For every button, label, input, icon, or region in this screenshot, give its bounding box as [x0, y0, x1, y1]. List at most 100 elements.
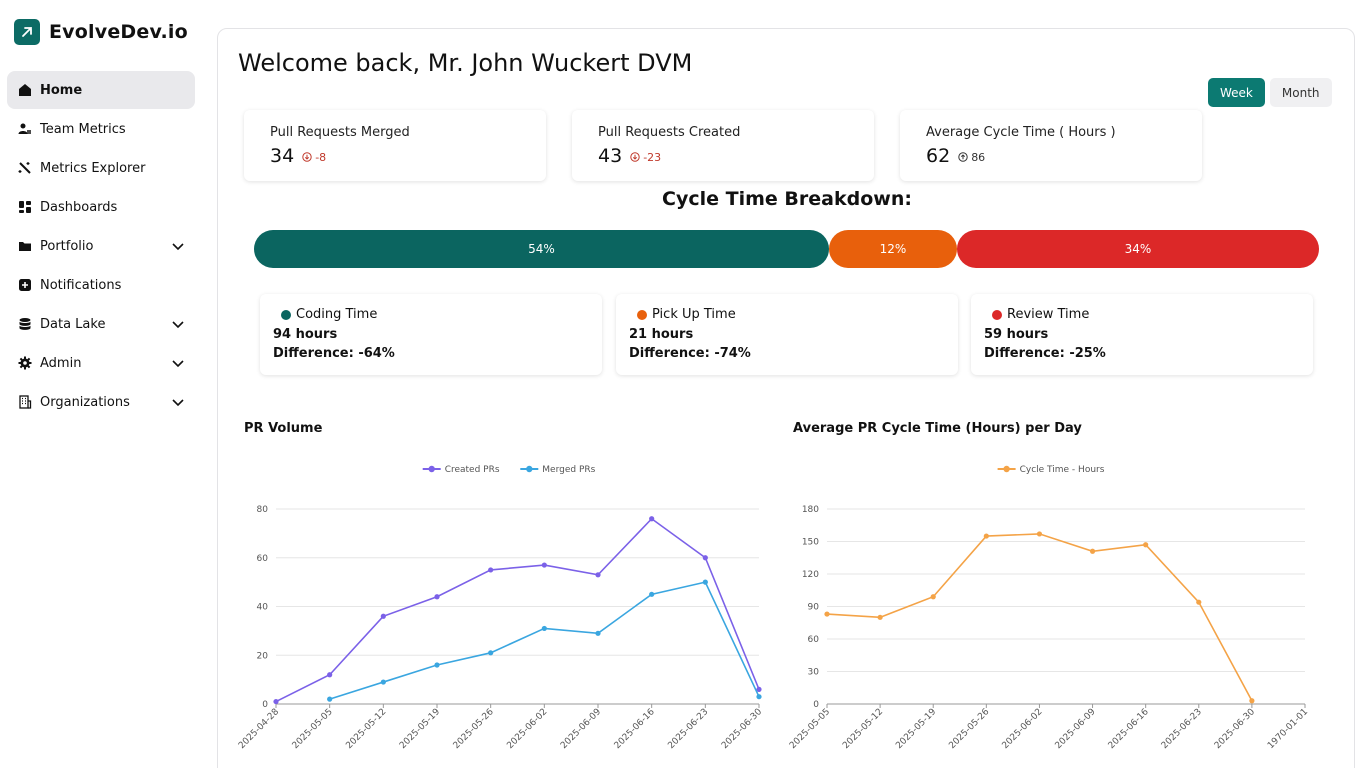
breakdown-card-diff: Difference: -25% — [984, 346, 1106, 361]
sidebar-item-home[interactable]: Home — [7, 71, 195, 109]
team-icon — [18, 122, 32, 136]
chevron-down-icon[interactable] — [171, 395, 185, 409]
data-point — [824, 611, 830, 617]
week-button[interactable]: Week — [1208, 78, 1265, 107]
data-point — [488, 650, 494, 656]
series-line — [826, 533, 1253, 702]
arrow-down-circle-icon — [630, 152, 640, 162]
sidebar-item-data-lake[interactable]: Data Lake — [7, 305, 195, 343]
data-point — [649, 591, 655, 597]
breakdown-card-pickup: Pick Up Time 21 hours Difference: -74% — [616, 294, 958, 375]
data-point — [273, 698, 279, 705]
sidebar-item-admin[interactable]: Admin — [7, 344, 195, 382]
x-tick-label: 2025-04-28 — [238, 707, 281, 751]
sidebar-item-notifications[interactable]: Notifications — [7, 266, 195, 304]
main-panel: Welcome back, Mr. John Wuckert DVM Week … — [217, 28, 1355, 768]
chart-title-cycle-time: Average PR Cycle Time (Hours) per Day — [793, 421, 1082, 436]
sidebar-item-metrics-explorer[interactable]: Metrics Explorer — [7, 149, 195, 187]
sidebar-item-label: Home — [40, 82, 83, 98]
data-point — [380, 679, 386, 685]
stat-delta: -8 — [302, 151, 326, 164]
x-tick-label: 2025-05-05 — [788, 707, 832, 751]
chevron-down-icon[interactable] — [171, 239, 185, 253]
brand[interactable]: EvolveDev.io — [14, 19, 188, 45]
x-tick-label: 2025-06-02 — [505, 707, 549, 751]
x-tick-label: 2025-06-09 — [559, 707, 603, 751]
x-tick-label: 2025-05-19 — [894, 707, 938, 751]
bar-segment-review: 34% — [957, 230, 1319, 268]
stat-label: Average Cycle Time ( Hours ) — [926, 125, 1116, 140]
stat-delta: 86 — [958, 151, 985, 164]
data-point — [1143, 542, 1149, 548]
database-icon — [18, 317, 32, 331]
legend-label: Created PRs — [445, 465, 500, 475]
breakdown-card-review: Review Time 59 hours Difference: -25% — [971, 294, 1313, 375]
data-point — [1196, 599, 1202, 605]
data-point — [1036, 531, 1043, 537]
data-point — [541, 625, 547, 632]
y-tick-label: 60 — [257, 554, 269, 564]
data-point — [649, 516, 655, 522]
sidebar-item-label: Dashboards — [40, 199, 118, 215]
breakdown-card-diff: Difference: -74% — [629, 346, 751, 361]
y-tick-label: 30 — [808, 668, 820, 678]
x-tick-label: 2025-05-12 — [344, 707, 388, 751]
legend-marker — [428, 465, 435, 473]
breakdown-title: Cycle Time Breakdown: — [662, 188, 912, 210]
stat-label: Pull Requests Merged — [270, 125, 410, 140]
data-point — [1089, 548, 1096, 554]
sidebar-item-portfolio[interactable]: Portfolio — [7, 227, 195, 265]
data-point — [702, 579, 708, 585]
x-tick-label: 2025-05-19 — [398, 707, 442, 751]
stat-delta: -23 — [630, 151, 661, 164]
legend-label: Merged PRs — [542, 465, 595, 475]
x-tick-label: 2025-06-02 — [1001, 707, 1045, 751]
sidebar-item-label: Organizations — [40, 394, 130, 410]
chevron-down-icon[interactable] — [171, 317, 185, 331]
legend-dot — [637, 309, 647, 320]
sidebar-item-team-metrics[interactable]: Team Metrics — [7, 110, 195, 148]
chevron-down-icon[interactable] — [171, 356, 185, 370]
y-tick-label: 180 — [802, 505, 819, 515]
data-point — [595, 572, 601, 578]
sidebar-item-label: Portfolio — [40, 238, 94, 254]
building-icon — [18, 395, 32, 409]
data-point — [488, 567, 494, 573]
data-point — [595, 630, 601, 636]
data-point — [541, 562, 547, 568]
data-point — [380, 613, 386, 619]
y-tick-label: 40 — [257, 603, 269, 613]
data-point — [1249, 698, 1255, 704]
sidebar: EvolveDev.io Home Team Metrics Metrics E… — [0, 0, 205, 768]
x-tick-label: 2025-05-26 — [452, 707, 496, 751]
x-tick-label: 2025-06-23 — [1160, 707, 1204, 751]
month-button[interactable]: Month — [1269, 78, 1332, 107]
stat-card-prs-created: Pull Requests Created 43 -23 — [572, 110, 874, 181]
sidebar-item-organizations[interactable]: Organizations — [7, 383, 195, 421]
cycle-time-bar: 54% 12% 34% — [254, 230, 1319, 268]
data-point — [983, 533, 989, 539]
y-tick-label: 150 — [802, 538, 819, 548]
bell-plus-icon — [18, 278, 32, 292]
series-line — [329, 581, 760, 700]
breakdown-card-name: Pick Up Time — [652, 307, 736, 322]
folder-icon — [18, 239, 32, 253]
x-tick-label: 2025-06-30 — [1213, 707, 1257, 751]
y-tick-label: 120 — [802, 570, 819, 580]
x-tick-label: 2025-06-09 — [1054, 707, 1098, 751]
sidebar-item-dashboards[interactable]: Dashboards — [7, 188, 195, 226]
x-tick-label: 1970-01-01 — [1266, 707, 1310, 751]
sidebar-nav: Home Team Metrics Metrics Explorer Dashb… — [7, 71, 195, 422]
breakdown-card-hours: 21 hours — [629, 327, 694, 342]
legend-dot — [281, 309, 291, 320]
y-tick-label: 80 — [257, 505, 269, 515]
bar-segment-coding: 54% — [254, 230, 829, 268]
sidebar-item-label: Admin — [40, 355, 82, 371]
legend-marker — [1003, 465, 1010, 473]
brand-name: EvolveDev.io — [49, 21, 188, 43]
stat-card-prs-merged: Pull Requests Merged 34 -8 — [244, 110, 546, 181]
stat-card-avg-cycle-time: Average Cycle Time ( Hours ) 62 86 — [900, 110, 1202, 181]
arrow-up-circle-icon — [958, 152, 968, 162]
